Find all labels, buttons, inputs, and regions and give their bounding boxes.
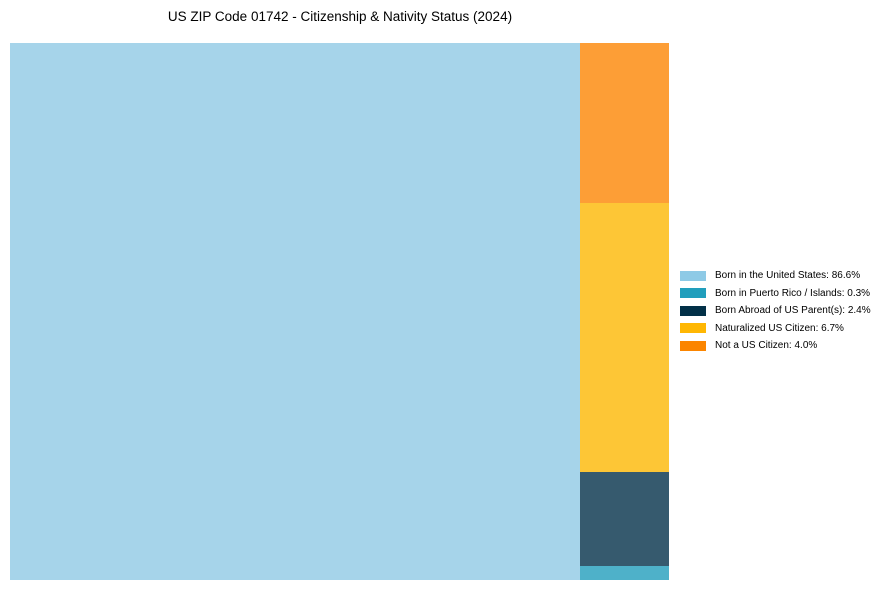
legend-swatch [680,323,706,334]
legend-item-born-us: Born in the United States: 86.6% [680,267,871,285]
legend-label: Not a US Citizen: 4.0% [715,340,818,352]
chart-title: US ZIP Code 01742 - Citizenship & Nativi… [167,9,513,24]
treemap-tile-not-a-us-citizen [580,43,669,203]
legend-label: Born Abroad of US Parent(s): 2.4% [715,305,871,317]
treemap-tile-naturalized-us-citizen [580,203,669,472]
legend-item-born-abroad: Born Abroad of US Parent(s): 2.4% [680,302,871,320]
legend-item-born-puerto-rico: Born in Puerto Rico / Islands: 0.3% [680,285,871,303]
legend-label: Born in Puerto Rico / Islands: 0.3% [715,287,871,299]
treemap-tile-born-abroad-of-us-parent-s [580,472,669,566]
treemap-tile-born-in-the-united-states [10,43,580,580]
legend-label: Born in the United States: 86.6% [715,270,861,282]
legend-item-naturalized: Naturalized US Citizen: 6.7% [680,320,871,338]
legend-item-not-citizen: Not a US Citizen: 4.0% [680,337,871,355]
legend-swatch [680,305,706,316]
treemap-plot [10,43,669,580]
legend-swatch [680,340,706,351]
treemap-tile-born-in-puerto-rico-islands [580,566,669,580]
legend: Born in the United States: 86.6% Born in… [680,267,871,355]
legend-swatch [680,270,706,281]
legend-swatch [680,288,706,299]
legend-label: Naturalized US Citizen: 6.7% [715,322,844,334]
